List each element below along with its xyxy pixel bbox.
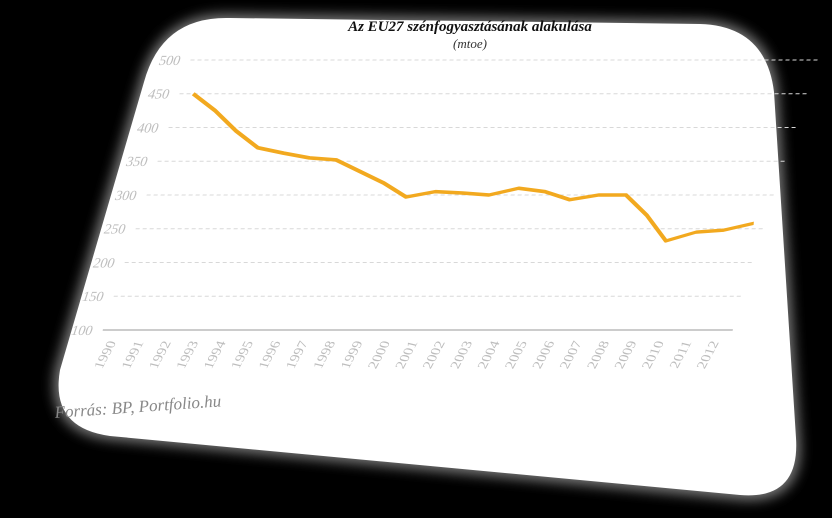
y-tick-label: 400: [135, 121, 161, 137]
y-tick-label: 450: [146, 87, 172, 103]
data-line: [191, 92, 754, 243]
y-tick-label: 350: [124, 155, 150, 171]
y-tick-label: 300: [113, 188, 139, 204]
chart-title: Az EU27 szénfogyasztásának alakulása: [347, 19, 592, 35]
chart-subtitle: (mtoe): [453, 36, 487, 51]
y-tick-label: 200: [91, 256, 117, 272]
y-tick-label: 100: [69, 323, 95, 339]
y-tick-label: 250: [102, 222, 128, 238]
y-tick-label: 150: [80, 290, 106, 306]
y-tick-label: 500: [157, 53, 183, 69]
